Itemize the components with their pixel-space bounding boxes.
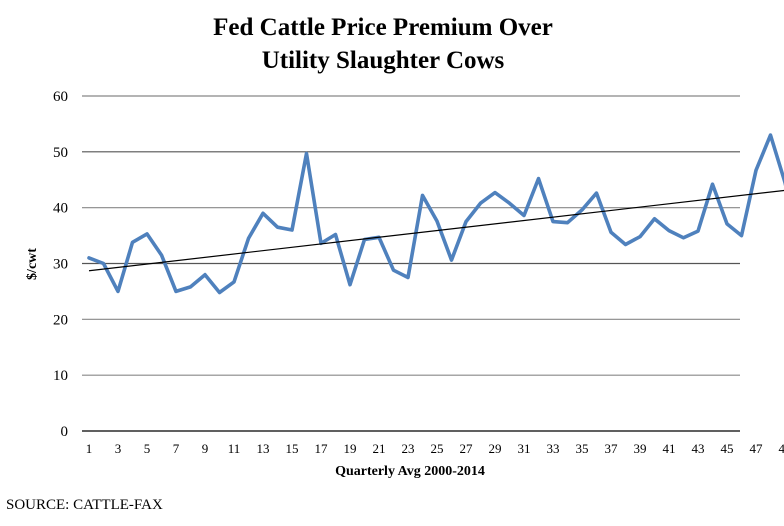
y-axis-label: $/cwt	[25, 248, 40, 280]
x-axis-label: Quarterly Avg 2000-2014	[335, 464, 485, 479]
x-tick-label: 35	[576, 441, 589, 456]
chart-title-line-1: Fed Cattle Price Premium Over	[213, 14, 553, 41]
y-tick-label: 0	[61, 424, 69, 440]
x-tick-label: 37	[605, 441, 619, 456]
x-tick-label: 45	[721, 441, 734, 456]
y-tick-label: 50	[53, 145, 68, 161]
x-tick-label: 15	[286, 441, 299, 456]
y-tick-label: 10	[53, 368, 68, 384]
y-tick-labels: 0 10 20 30 40 50 60	[53, 89, 68, 440]
x-tick-labels: 1 3 5 7 9 11 13 15 17 19 21 23 25 27 29 31 33 35 37 39 41 43 4…	[86, 441, 784, 456]
x-tick-label: 39	[634, 441, 647, 456]
x-tick-label: 41	[663, 441, 676, 456]
x-tick-label: 7	[173, 441, 180, 456]
x-tick-label: 9	[202, 441, 209, 456]
x-tick-label: 29	[489, 441, 502, 456]
x-tick-label: 31	[518, 441, 531, 456]
x-tick-label: 21	[373, 441, 386, 456]
source-note: SOURCE: CATTLE-FAX	[6, 497, 163, 513]
x-tick-label: 17	[315, 441, 329, 456]
series-line	[87, 133, 784, 295]
y-tick-label: 30	[53, 257, 68, 273]
x-tick-label: 25	[431, 441, 444, 456]
x-tick-label: 49	[779, 441, 784, 456]
x-tick-label: 1	[86, 441, 93, 456]
x-tick-label: 43	[692, 441, 705, 456]
x-tick-label: 33	[547, 441, 560, 456]
x-tick-label: 13	[257, 441, 270, 456]
y-tick-label: 40	[53, 201, 68, 217]
x-tick-label: 5	[144, 441, 151, 456]
x-tick-label: 19	[344, 441, 357, 456]
x-tick-label: 23	[402, 441, 415, 456]
trend-line	[88, 189, 784, 272]
y-tick-label: 60	[53, 89, 68, 105]
x-tick-label: 27	[460, 441, 474, 456]
x-tick-label: 3	[115, 441, 122, 456]
x-tick-label: 11	[228, 441, 241, 456]
x-tick-label: 47	[750, 441, 764, 456]
y-tick-label: 20	[53, 312, 68, 328]
chart-title-line-2: Utility Slaughter Cows	[262, 47, 505, 74]
